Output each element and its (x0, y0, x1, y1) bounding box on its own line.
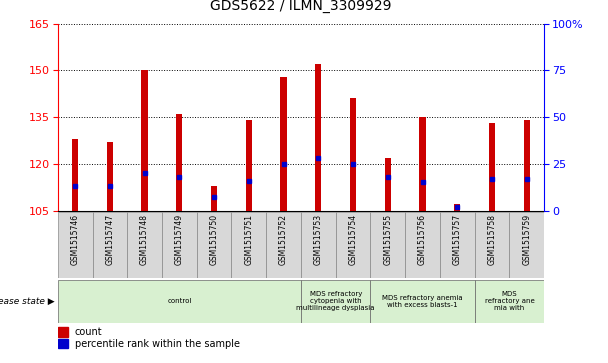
Text: GSM1515746: GSM1515746 (71, 214, 80, 265)
Bar (232, 212, 266, 278)
Bar (58, 280, 301, 323)
Bar (420, 117, 426, 211)
Bar (336, 212, 370, 278)
Bar (92, 212, 127, 278)
Bar (301, 280, 370, 323)
Text: GSM1515754: GSM1515754 (348, 214, 358, 265)
Text: GSM1515759: GSM1515759 (522, 214, 531, 265)
Bar (211, 185, 217, 211)
Bar (58, 327, 69, 337)
Bar (489, 123, 495, 211)
Bar (162, 212, 197, 278)
Bar (72, 139, 78, 211)
Text: MDS refractory
cytopenia with
multilineage dysplasia: MDS refractory cytopenia with multilinea… (297, 291, 375, 311)
Bar (475, 280, 544, 323)
Bar (440, 212, 475, 278)
Text: percentile rank within the sample: percentile rank within the sample (75, 339, 240, 349)
Text: count: count (75, 327, 102, 337)
Bar (142, 70, 148, 211)
Bar (475, 212, 510, 278)
Text: MDS refractory anemia
with excess blasts-1: MDS refractory anemia with excess blasts… (382, 295, 463, 308)
Bar (176, 114, 182, 211)
Bar (58, 212, 92, 278)
Text: control: control (167, 298, 192, 304)
Bar (58, 339, 69, 348)
Text: GSM1515755: GSM1515755 (383, 214, 392, 265)
Bar (280, 77, 287, 211)
Bar (370, 212, 405, 278)
Text: GSM1515750: GSM1515750 (210, 214, 219, 265)
Text: GSM1515757: GSM1515757 (453, 214, 462, 265)
Text: GSM1515748: GSM1515748 (140, 214, 149, 265)
Bar (127, 212, 162, 278)
Bar (301, 212, 336, 278)
Bar (454, 204, 460, 211)
Bar (107, 142, 113, 211)
Text: GSM1515753: GSM1515753 (314, 214, 323, 265)
Bar (405, 212, 440, 278)
Text: GSM1515751: GSM1515751 (244, 214, 254, 265)
Text: GDS5622 / ILMN_3309929: GDS5622 / ILMN_3309929 (210, 0, 392, 13)
Bar (246, 120, 252, 211)
Text: GSM1515756: GSM1515756 (418, 214, 427, 265)
Text: GSM1515758: GSM1515758 (488, 214, 497, 265)
Bar (315, 64, 322, 211)
Bar (197, 212, 232, 278)
Text: GSM1515752: GSM1515752 (279, 214, 288, 265)
Bar (266, 212, 301, 278)
Text: GSM1515747: GSM1515747 (105, 214, 114, 265)
Bar (370, 280, 475, 323)
Text: disease state ▶: disease state ▶ (0, 297, 55, 306)
Text: MDS
refractory ane
mia with: MDS refractory ane mia with (485, 291, 534, 311)
Bar (385, 158, 391, 211)
Text: GSM1515749: GSM1515749 (175, 214, 184, 265)
Bar (350, 98, 356, 211)
Bar (510, 212, 544, 278)
Bar (523, 120, 530, 211)
